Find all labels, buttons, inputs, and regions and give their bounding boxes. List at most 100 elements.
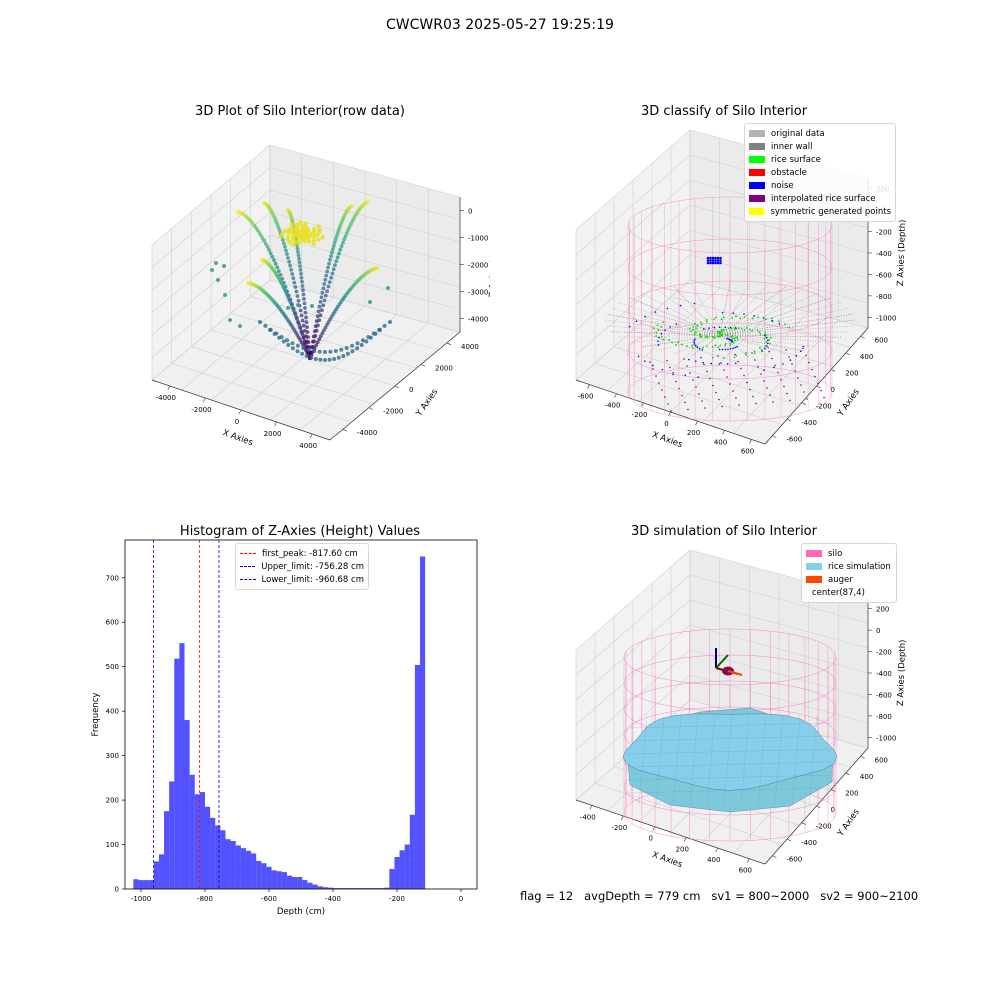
rice-surface-point <box>727 327 730 330</box>
interpolated-point <box>766 387 768 389</box>
z-tick-label: 200 <box>876 606 889 614</box>
original-data-line <box>719 334 832 343</box>
noise-point <box>743 313 745 315</box>
histogram-bar <box>158 854 165 889</box>
rice-surface-point <box>753 350 756 353</box>
data-point <box>306 239 312 244</box>
noise-point <box>644 315 646 318</box>
legend-swatch <box>749 182 765 189</box>
legend-swatch <box>749 143 765 150</box>
interpolated-point <box>715 391 717 394</box>
x-tick-label: 4000 <box>299 442 317 450</box>
interpolated-point <box>771 357 773 360</box>
original-data-line <box>719 334 731 359</box>
legend-swatch <box>749 208 765 215</box>
data-point <box>342 237 347 242</box>
noise-point <box>729 348 732 350</box>
data-point <box>360 338 365 343</box>
data-point <box>316 237 321 242</box>
noise-point <box>719 261 722 265</box>
rice-surface-point <box>725 342 727 345</box>
data-point <box>331 267 336 272</box>
data-point <box>285 234 291 240</box>
data-point <box>386 286 390 290</box>
x-tick <box>589 805 593 810</box>
rice-surface-point <box>721 334 723 336</box>
y-tick <box>845 772 851 776</box>
legend-entry: symmetric generated points <box>749 205 891 218</box>
rice-surface-point <box>759 346 761 349</box>
data-point <box>295 294 300 298</box>
interpolated-point <box>718 398 720 401</box>
auger-marker <box>727 670 743 676</box>
y-tick <box>860 756 865 759</box>
rice-surface-point <box>729 344 732 347</box>
original-data-line <box>628 334 721 343</box>
data-point <box>302 338 307 343</box>
data-point <box>318 313 323 318</box>
data-point <box>346 228 351 232</box>
data-point <box>306 335 310 339</box>
original-data-line <box>611 307 721 336</box>
original-data-line <box>618 302 721 336</box>
noise-point <box>729 326 732 329</box>
y-tick <box>816 805 821 809</box>
histogram-bar <box>420 556 426 889</box>
noise-point <box>799 350 802 352</box>
data-point <box>323 277 328 282</box>
rice-surface-point <box>719 335 721 338</box>
data-point <box>320 308 324 313</box>
legend-line <box>240 553 256 554</box>
histogram-bar <box>297 877 303 889</box>
histogram-bar <box>215 825 221 889</box>
interpolated-point <box>661 389 663 391</box>
data-point <box>332 357 337 361</box>
original-data-line <box>719 307 849 336</box>
data-point <box>298 326 303 330</box>
grid-line <box>670 296 851 348</box>
data-point <box>300 332 305 337</box>
data-point <box>382 323 387 328</box>
interpolated-point <box>717 355 719 357</box>
legend-label: rice surface <box>771 154 821 165</box>
data-point <box>355 346 360 351</box>
data-point <box>210 268 214 272</box>
legend-label: original data <box>771 128 825 139</box>
data-point <box>295 246 300 251</box>
histogram-bar <box>266 866 272 889</box>
interpolated-point <box>754 359 756 361</box>
rice-surface-point <box>734 339 736 342</box>
rice-surface-point <box>681 343 683 346</box>
interpolated-point <box>669 366 671 369</box>
data-point <box>319 295 324 300</box>
data-point <box>323 325 328 330</box>
interpolated-point <box>649 361 651 363</box>
data-point <box>325 289 329 293</box>
noise-point <box>628 325 631 328</box>
grid-line <box>151 167 271 268</box>
data-point <box>296 253 301 258</box>
rice-surface-point <box>692 328 695 331</box>
original-data-line <box>691 334 721 357</box>
interpolated-point <box>806 398 808 400</box>
grid-line <box>689 279 869 329</box>
data-point <box>337 251 341 256</box>
interpolated-point <box>805 354 807 357</box>
interpolated-point <box>670 410 672 412</box>
data-point <box>299 223 305 228</box>
original-data-line <box>719 334 804 352</box>
x-tick-label: -400 <box>605 402 621 410</box>
histogram-bar <box>220 830 226 889</box>
data-point <box>314 328 319 333</box>
data-point <box>280 238 285 242</box>
rice-surface-point <box>769 342 771 345</box>
interpolated-point <box>755 402 757 405</box>
histogram-bar <box>153 861 159 889</box>
rice-surface-point <box>701 323 703 326</box>
y-axis-label: Frequency <box>91 693 101 737</box>
panel1-title: 3D Plot of Silo Interior(row data) <box>195 104 405 119</box>
legend-swatch <box>806 563 822 570</box>
interpolated-point <box>743 374 745 377</box>
noise-point <box>721 312 724 314</box>
surface-mesh-line <box>774 714 784 806</box>
